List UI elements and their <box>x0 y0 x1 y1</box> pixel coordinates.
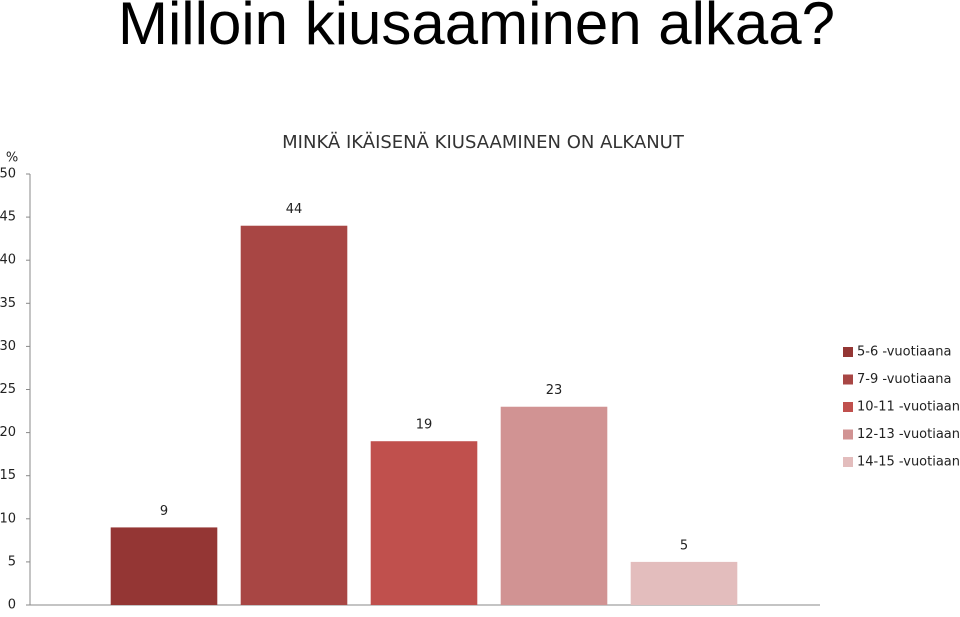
data-label: 23 <box>546 383 563 398</box>
bar <box>630 561 738 605</box>
y-tick-label: 30 <box>0 339 16 354</box>
legend-label: 10-11 -vuotiaana <box>857 400 960 415</box>
y-tick-label: 10 <box>0 511 16 526</box>
data-label: 44 <box>286 202 303 217</box>
chart-title: Milloin kiusaaminen alkaa? <box>118 0 835 57</box>
bar <box>500 406 608 605</box>
bar <box>240 225 348 605</box>
y-tick-label: 35 <box>0 296 16 311</box>
chart-subtitle: MINKÄ IKÄISENÄ KIUSAAMINEN ON ALKANUT <box>282 132 685 153</box>
legend-label: 12-13 -vuotiaana <box>857 427 960 442</box>
y-tick-label: 5 <box>8 554 16 569</box>
bar <box>370 441 478 605</box>
legend-swatch <box>843 457 853 467</box>
y-tick-label: 15 <box>0 468 16 483</box>
legend-label: 7-9 -vuotiaana <box>857 372 951 387</box>
legend-swatch <box>843 402 853 412</box>
y-tick-label: 50 <box>0 167 16 182</box>
y-tick-label: 40 <box>0 253 16 268</box>
legend-swatch <box>843 347 853 357</box>
y-tick-label: 20 <box>0 425 16 440</box>
y-tick-label: 25 <box>0 382 16 397</box>
legend-label: 5-6 -vuotiaana <box>857 345 951 360</box>
legend-swatch <box>843 374 853 385</box>
legend-swatch <box>843 429 853 440</box>
data-label: 9 <box>160 504 168 519</box>
data-label: 5 <box>680 538 688 553</box>
y-tick-label: 0 <box>8 598 16 613</box>
bar <box>110 527 218 605</box>
y-tick-label: 45 <box>0 210 16 225</box>
legend-label: 14-15 -vuotiaana <box>857 455 960 470</box>
y-axis-label: % <box>6 151 18 166</box>
data-label: 19 <box>416 418 433 433</box>
